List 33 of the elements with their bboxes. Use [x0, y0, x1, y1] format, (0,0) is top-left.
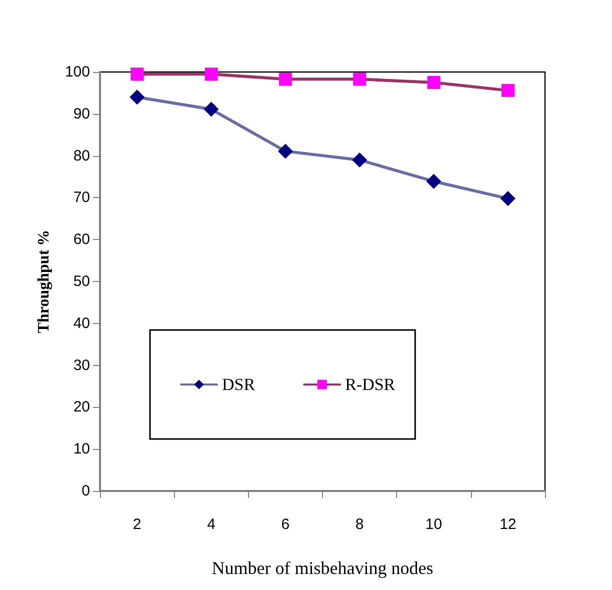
- y-tick-label: 30: [73, 356, 90, 374]
- point: [427, 76, 440, 89]
- y-tick-label: 20: [73, 398, 90, 416]
- legend-label: DSR: [222, 375, 256, 394]
- y-tick-label: 100: [64, 64, 90, 80]
- x-tick-label: 4: [207, 516, 216, 533]
- point: [204, 102, 219, 117]
- point: [352, 152, 368, 168]
- y-tick-label: 80: [73, 147, 90, 164]
- y-tick-label: 10: [73, 440, 90, 458]
- y-tick-label: 0: [82, 482, 90, 500]
- point: [278, 144, 293, 159]
- point: [501, 84, 514, 97]
- point: [353, 72, 366, 86]
- y-tick-label: 60: [73, 231, 90, 248]
- x-tick-label: 12: [500, 516, 516, 533]
- x-axis-title: Number of misbehaving nodes: [212, 558, 434, 578]
- x-tick-label: 6: [281, 516, 290, 533]
- y-tick-label: 70: [73, 189, 90, 206]
- y-tick-label: 40: [73, 314, 90, 332]
- legend-label: R-DSR: [345, 375, 396, 394]
- point: [130, 90, 145, 105]
- x-tick-label: 2: [132, 516, 142, 533]
- x-tick-label: 10: [425, 516, 442, 533]
- x-tick-label: 8: [355, 516, 364, 533]
- y-tick-label: 90: [73, 105, 90, 122]
- point: [204, 68, 218, 81]
- y-axis-title: Throughput %: [36, 230, 52, 334]
- y-tick-label: 50: [73, 273, 90, 290]
- point: [500, 191, 516, 206]
- point: [426, 174, 442, 189]
- point: [130, 68, 144, 81]
- point: [278, 72, 292, 86]
